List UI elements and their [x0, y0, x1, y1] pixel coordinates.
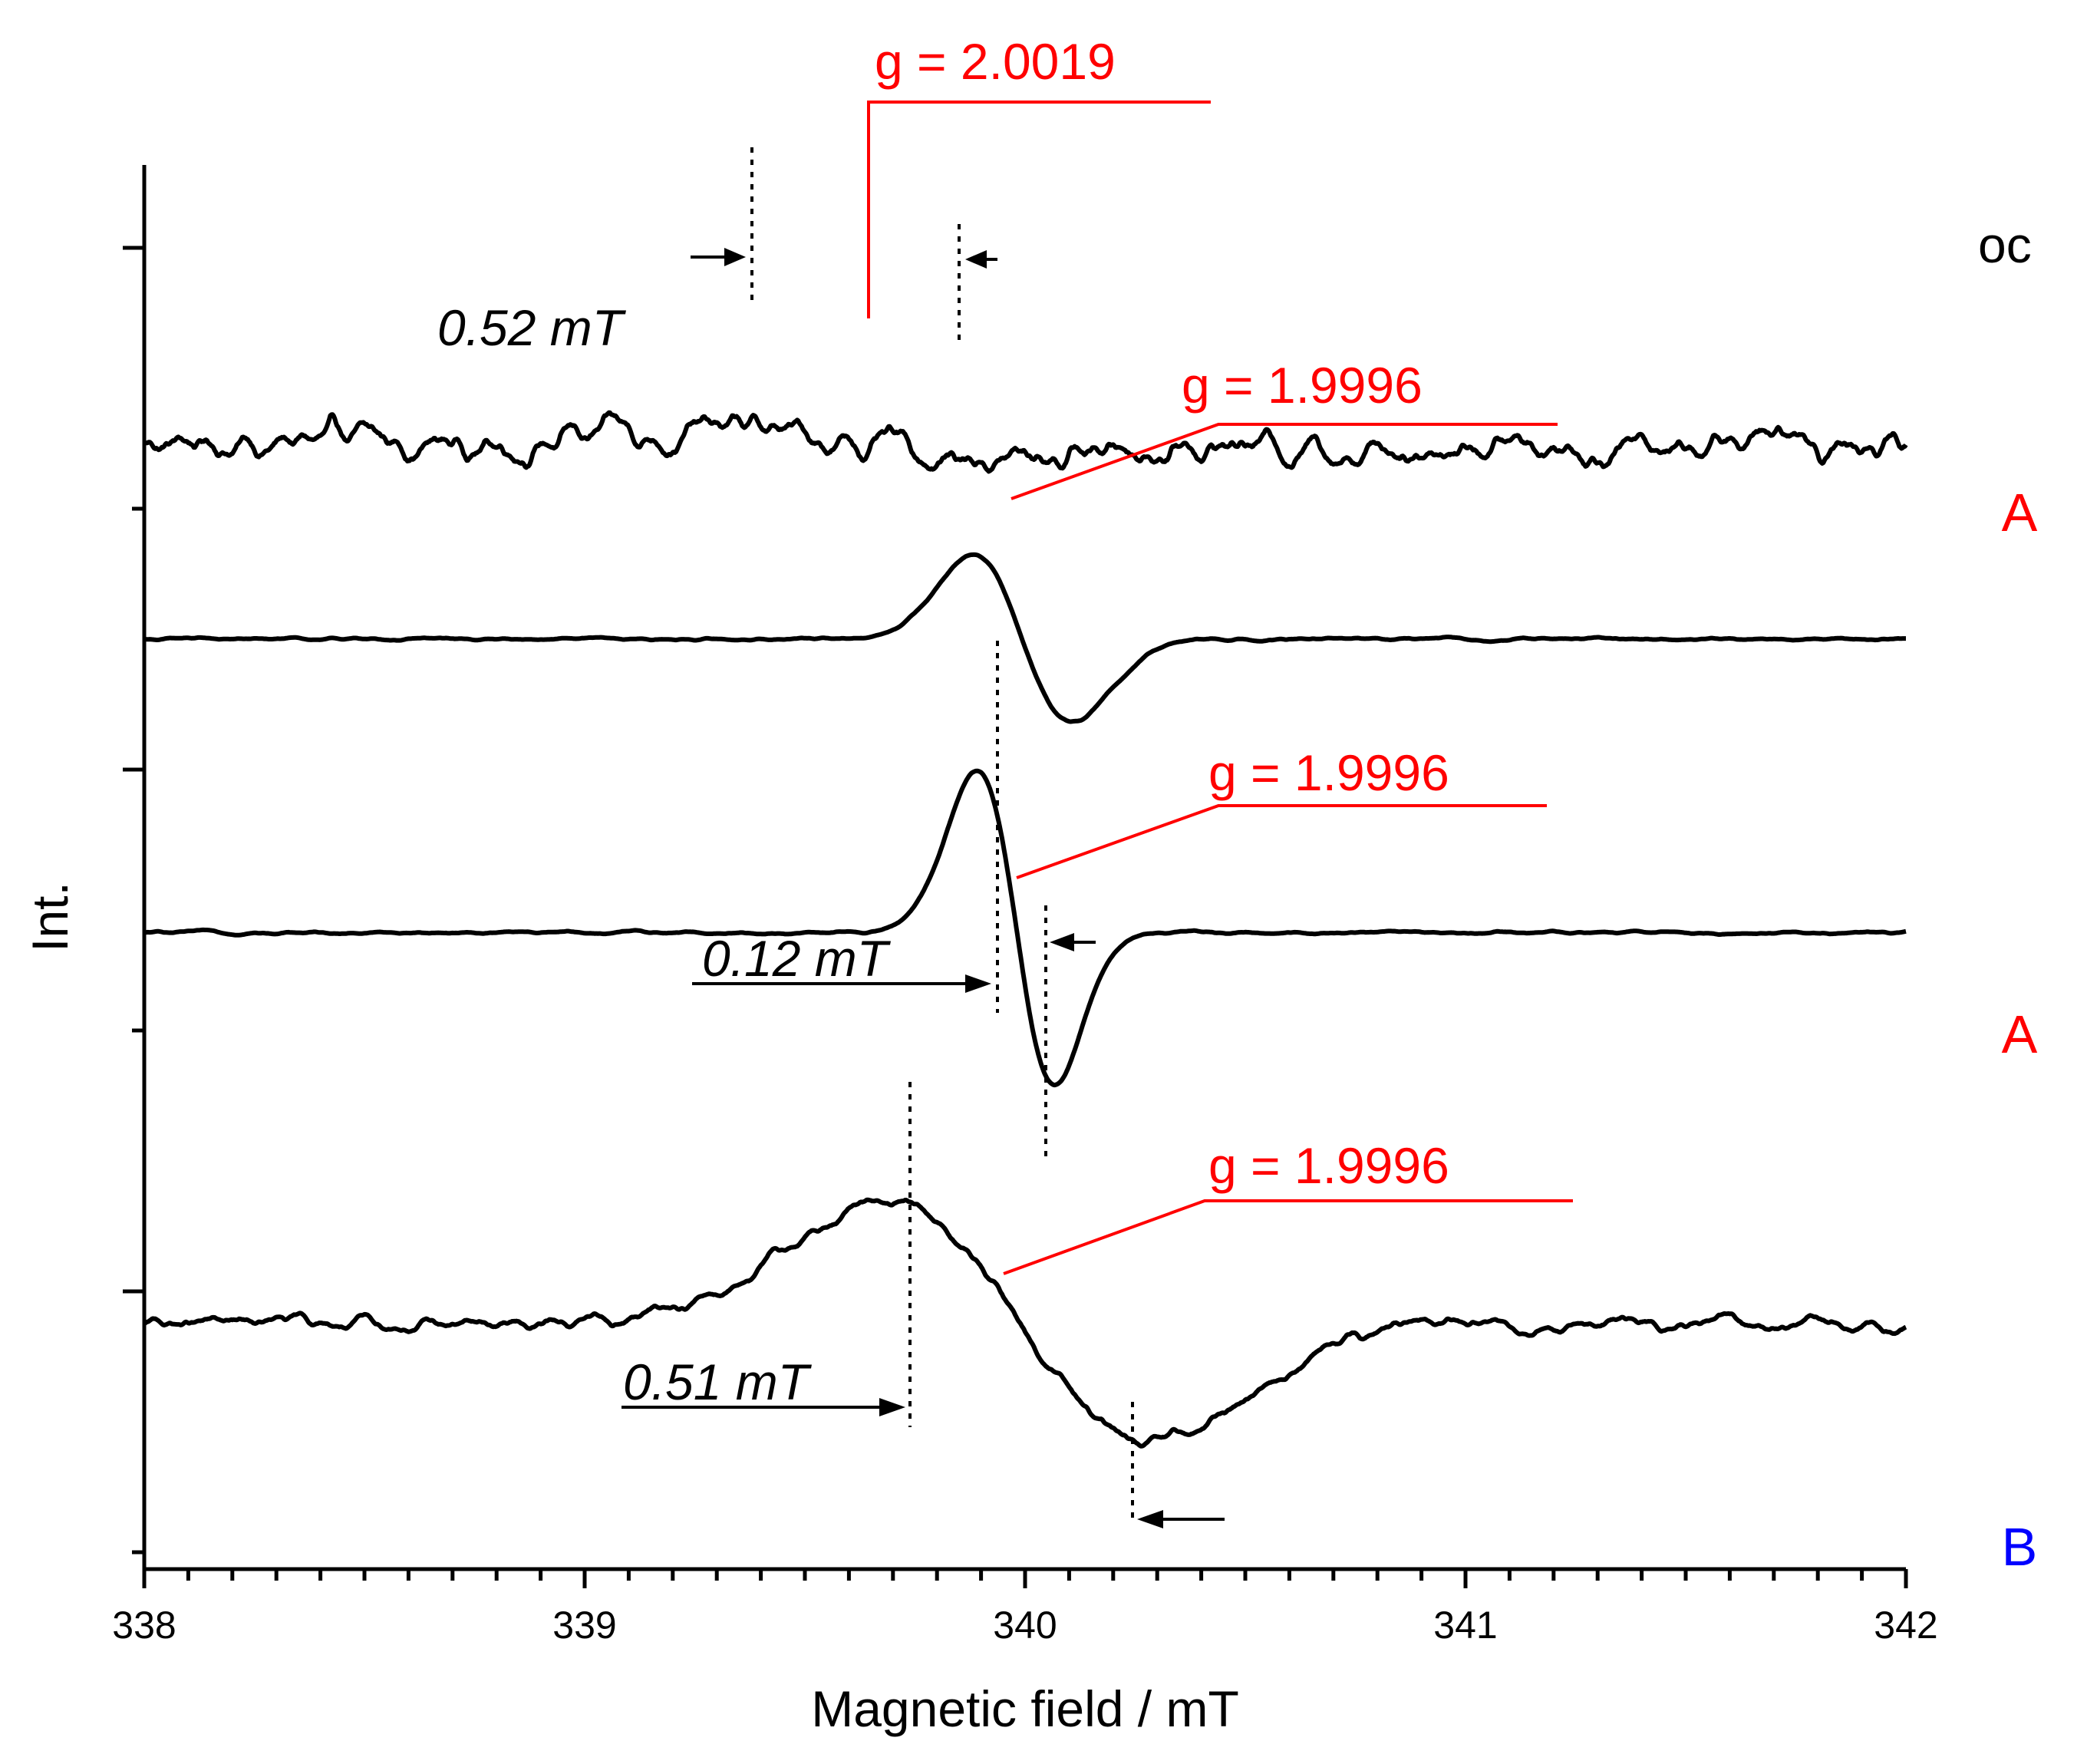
- trace-b: [143, 1197, 1907, 1449]
- series-label-b: B: [2002, 1517, 2038, 1577]
- a-top-g-leader: [1011, 423, 1558, 500]
- oc-left-arrowhead: [724, 248, 746, 266]
- a-middle-g-leader: [1016, 804, 1547, 879]
- trace-oc: [143, 410, 1908, 474]
- trace-a-middle: [143, 768, 1907, 1088]
- trace-a-top: [143, 552, 1907, 724]
- b-g-leader: [1003, 1199, 1573, 1275]
- x-tick-label-341: 341: [1433, 1604, 1497, 1647]
- b-left-arrowhead: [879, 1398, 905, 1416]
- series-label-a-middle: A: [2002, 1004, 2038, 1064]
- b-right-arrowhead: [1137, 1510, 1163, 1528]
- spectrum-traces: [143, 410, 1908, 1449]
- linewidth-arrows: [621, 248, 1225, 1528]
- x-tick-labels: 338 339 340 341 342: [112, 1604, 1937, 1647]
- x-axis-label: Magnetic field / mT: [811, 1680, 1239, 1737]
- x-tick-label-339: 339: [552, 1604, 616, 1647]
- a-middle-linewidth-label: 0.12 mT: [702, 930, 892, 987]
- b-g-value: g = 1.9996: [1208, 1137, 1449, 1194]
- x-ticks: [142, 1569, 1908, 1588]
- oc-g-value: g = 2.0019: [875, 33, 1116, 90]
- oc-right-arrowhead: [965, 250, 987, 269]
- series-label-a-top: A: [2002, 483, 2038, 542]
- linewidth-markers: [750, 147, 1134, 1523]
- g-value-leaders: [867, 101, 1573, 1275]
- a-top-g-value: g = 1.9996: [1182, 357, 1423, 414]
- y-axis-label: Int.: [21, 882, 78, 952]
- x-tick-label-342: 342: [1874, 1604, 1937, 1647]
- a-middle-right-arrowhead: [1050, 933, 1074, 951]
- b-linewidth-label: 0.51 mT: [623, 1353, 813, 1410]
- series-label-oc: oc: [1978, 216, 2032, 273]
- x-tick-label-340: 340: [993, 1604, 1057, 1647]
- oc-linewidth-label: 0.52 mT: [437, 299, 627, 356]
- oc-g-leader: [867, 101, 1211, 318]
- x-tick-label-338: 338: [112, 1604, 176, 1647]
- a-middle-g-value: g = 1.9996: [1208, 744, 1449, 801]
- a-middle-left-arrowhead: [965, 974, 991, 993]
